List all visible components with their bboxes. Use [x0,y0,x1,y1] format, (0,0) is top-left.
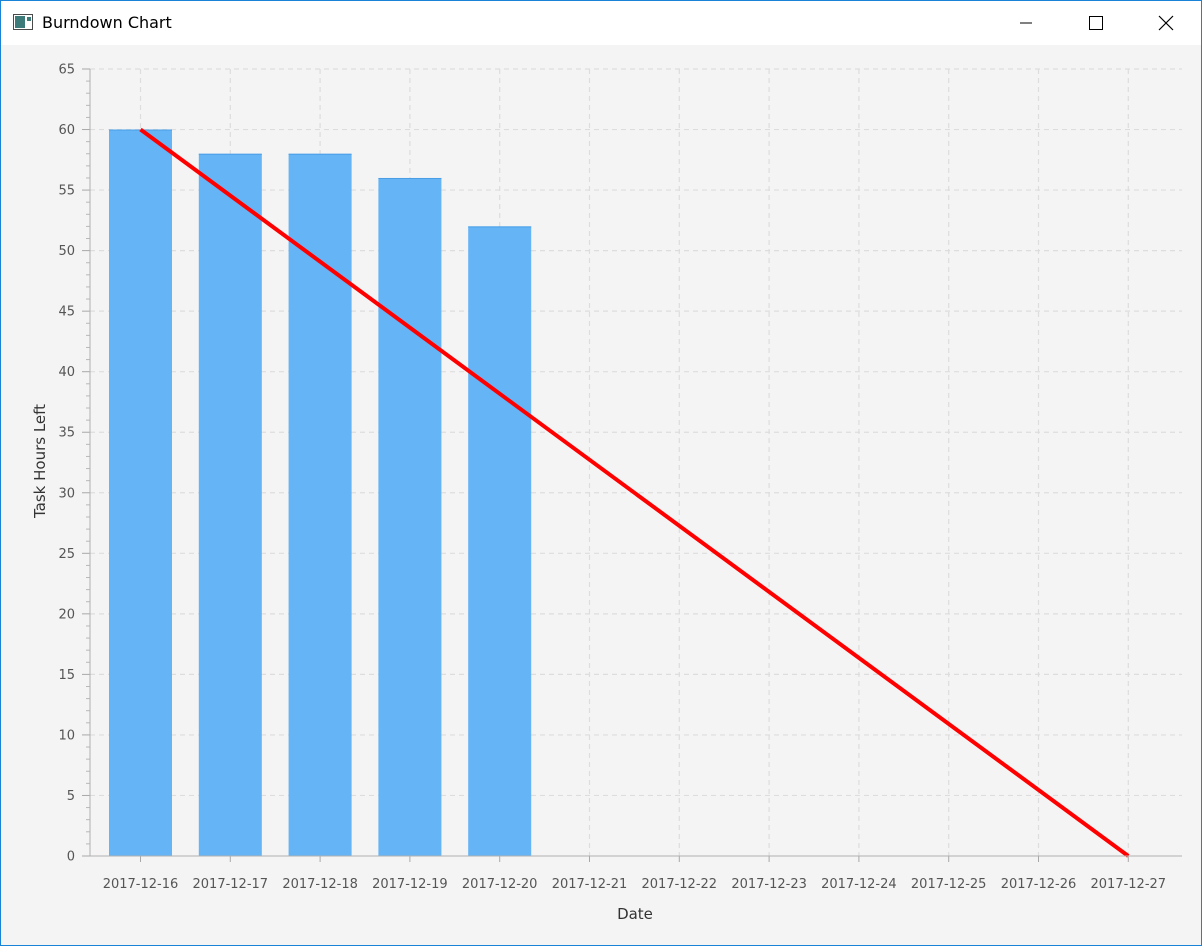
x-tick-label: 2017-12-27 [1091,877,1167,892]
y-tick-label: 5 [67,789,75,804]
x-tick-label: 2017-12-19 [372,877,448,892]
y-axis-label: Task Hours Left [31,404,49,519]
y-tick-label: 40 [58,365,75,380]
burndown-chart: 0 5 10 15 20 25 30 35 40 45 50 55 60 65 2017-12-16 2017… [31,63,1182,923]
app-window-icon [13,14,33,30]
bar-2017-12-18 [288,153,352,856]
x-tick-label: 2017-12-24 [821,877,897,892]
chart-lines [139,127,1130,858]
y-tick-label: 65 [58,63,75,78]
x-tick-label: 2017-12-25 [911,877,987,892]
bar-2017-12-20 [468,226,532,856]
y-tick-label: 45 [58,305,75,320]
chart-area: 0 5 10 15 20 25 30 35 40 45 50 55 60 65 2017-12-16 2017… [1,45,1201,945]
close-icon [1158,15,1174,31]
y-tick-label: 20 [58,607,75,622]
y-tick-label: 35 [58,426,75,441]
y-tick-label: 15 [58,668,75,683]
minimize-icon [1020,22,1032,24]
y-tick-label: 50 [58,244,75,259]
maximize-button[interactable] [1061,1,1131,45]
y-tick-label: 60 [58,123,75,138]
x-tick-label: 2017-12-17 [193,877,269,892]
x-tick-label: 2017-12-22 [642,877,718,892]
close-button[interactable] [1131,1,1201,45]
minimize-button[interactable] [991,1,1061,45]
y-tick-label: 55 [58,184,75,199]
x-tick-label: 2017-12-23 [731,877,807,892]
x-tick-label: 2017-12-21 [552,877,628,892]
bar-2017-12-17 [198,153,262,856]
bar-2017-12-16 [109,129,172,856]
window-title: Burndown Chart [42,13,172,32]
y-tick-label: 30 [58,486,75,501]
y-tick-label: 25 [58,547,75,562]
chart-bars [109,129,532,856]
maximize-icon [1089,16,1103,30]
x-tick-label: 2017-12-16 [103,877,179,892]
x-tick-label: 2017-12-26 [1001,877,1077,892]
x-tick-label: 2017-12-20 [462,877,538,892]
chart-grid [90,68,1182,856]
y-tick-label: 10 [58,728,75,743]
title-bar[interactable]: Burndown Chart [1,1,1201,45]
x-axis-label: Date [617,905,653,923]
y-tick-label: 0 [67,850,75,865]
bar-2017-12-19 [378,177,442,856]
ideal-burndown-line [139,127,1130,858]
x-tick-label: 2017-12-18 [282,877,358,892]
chart-axes: 0 5 10 15 20 25 30 35 40 45 50 55 60 65 2017-12-16 2017… [58,63,1182,892]
